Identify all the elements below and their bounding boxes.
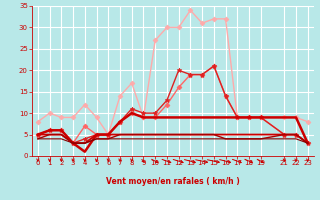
X-axis label: Vent moyen/en rafales ( km/h ): Vent moyen/en rafales ( km/h ) [106, 177, 240, 186]
